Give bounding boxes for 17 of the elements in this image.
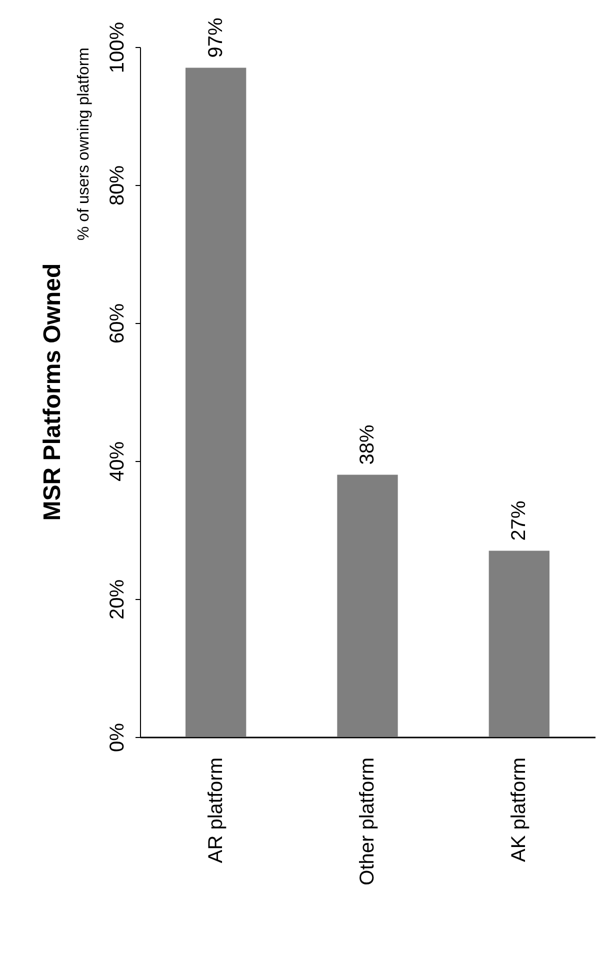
y-tick-label: 100% xyxy=(106,22,128,74)
y-tick-label: 20% xyxy=(106,579,128,620)
y-tick-label: 80% xyxy=(106,165,128,206)
bar xyxy=(337,474,398,737)
y-tick-label: 60% xyxy=(106,303,128,344)
x-tick-label: AK platform xyxy=(508,758,530,862)
y-tick-label: 0% xyxy=(106,722,128,752)
y-tick-label: 40% xyxy=(106,441,128,482)
data-label: 27% xyxy=(508,500,530,541)
y-axis-title: % of users owning platform xyxy=(76,48,92,240)
bar xyxy=(488,550,550,737)
x-tick-label: AR platform xyxy=(204,758,227,864)
data-label: 97% xyxy=(204,17,227,58)
text: MSR Platforms Owned xyxy=(39,263,66,521)
data-label: 38% xyxy=(356,424,378,465)
x-tick-label: Other platform xyxy=(356,758,378,886)
bar xyxy=(186,68,246,737)
